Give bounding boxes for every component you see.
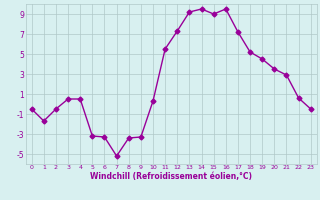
X-axis label: Windchill (Refroidissement éolien,°C): Windchill (Refroidissement éolien,°C) [90, 172, 252, 181]
